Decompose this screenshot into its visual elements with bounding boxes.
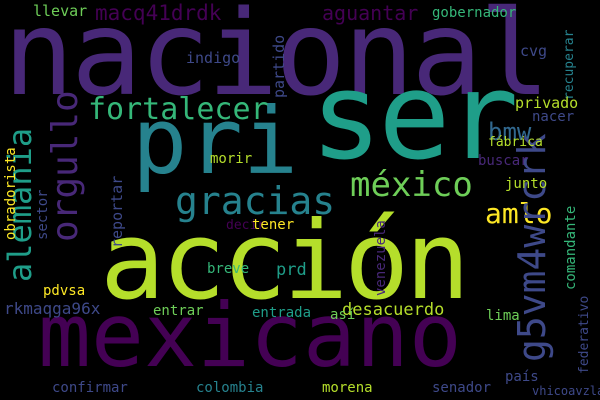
word-sector: sector — [35, 189, 51, 240]
word-aguantar: aguantar — [322, 1, 419, 25]
word-ser: ser — [310, 48, 519, 187]
word-indigo: indigo — [186, 49, 241, 67]
word-buscar: buscar — [478, 153, 529, 169]
word-pdvsa: pdvsa — [43, 283, 86, 299]
word-bmw: bmw — [488, 118, 532, 146]
word-junto: junto — [505, 176, 548, 192]
word-reportar: reportar — [108, 175, 126, 248]
word-accion: acción — [100, 199, 470, 324]
word-nacional: nacional — [3, 0, 550, 122]
word-desacuerdo: desacuerdo — [342, 300, 445, 320]
word-cvg: cvg — [520, 42, 548, 60]
word-tener: tener — [252, 217, 295, 233]
word-pais: país — [505, 369, 539, 385]
word-entrada: entrada — [252, 305, 312, 321]
word-senador: senador — [432, 380, 492, 396]
word-fabrica: fábrica — [488, 135, 543, 150]
word-decir: decir — [226, 218, 266, 233]
word-asi: así — [330, 307, 356, 323]
word-vhicoavzla: vhicoavzla — [532, 384, 600, 398]
word-breve: breve — [207, 261, 250, 277]
word-rkmaqga96x: rkmaqga96x — [4, 299, 101, 318]
word-amlo: amlo — [485, 197, 553, 230]
word-comandante: comandante — [563, 205, 579, 290]
word-obradorista: obradorista — [3, 147, 19, 240]
word-fortalecer: fortalecer — [88, 92, 269, 127]
word-recuperar: recuperar — [562, 29, 577, 100]
word-llevar: llevar — [33, 2, 88, 20]
word-nacer: nacer — [532, 109, 575, 125]
word-morir: morir — [210, 151, 253, 167]
word-gracias: gracias — [175, 179, 336, 223]
word-privado: privado — [515, 94, 579, 112]
word-federativo: federativo — [577, 295, 592, 374]
word-confirmar: confirmar — [52, 380, 128, 396]
word-lima: lima — [486, 308, 520, 324]
word-pri: pri — [132, 88, 299, 195]
word-colombia: colombia — [196, 380, 264, 396]
word-mexico: méxico — [350, 165, 473, 205]
word-gobernador: gobernador — [432, 5, 517, 21]
word-orgullo: orgullo — [45, 90, 86, 242]
word-venezuela: venezuela — [373, 220, 389, 296]
word-morena: morena — [322, 380, 373, 396]
word-entrar: entrar — [153, 303, 204, 319]
word-mexicano: mexicano — [38, 284, 462, 387]
word-partido: partido — [270, 34, 288, 98]
word-macq41drdk: macq41drdk — [95, 1, 222, 25]
word-prd: prd — [276, 260, 307, 280]
